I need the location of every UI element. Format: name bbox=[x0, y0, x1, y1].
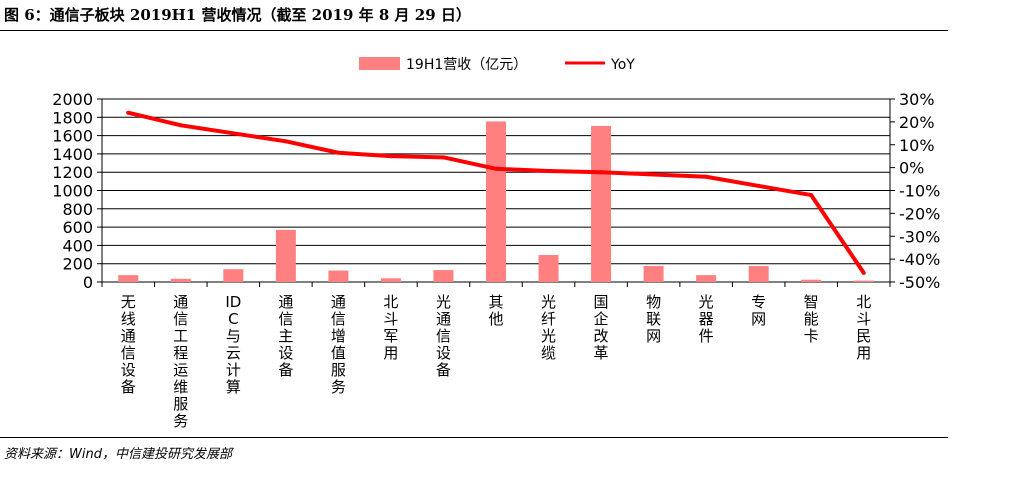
y-left-tick-label: 1800 bbox=[52, 108, 93, 127]
bar bbox=[591, 125, 612, 283]
yoy-point bbox=[178, 123, 183, 128]
x-category-label: 光器件 bbox=[698, 293, 714, 345]
legend-label-yoy: YoY bbox=[610, 57, 635, 73]
yoy-point bbox=[388, 154, 393, 159]
y-right-tick-label: -10% bbox=[899, 182, 940, 201]
yoy-point bbox=[231, 131, 236, 136]
x-category-label: 北斗军用 bbox=[383, 293, 399, 362]
x-category-label: 专网 bbox=[751, 293, 767, 328]
y-left-tick-label: 1600 bbox=[52, 127, 93, 146]
legend-label-revenue: 19H1营收（亿元） bbox=[406, 57, 527, 73]
x-category-label: 光通信设备 bbox=[435, 293, 451, 379]
x-category-label: 通信主设备 bbox=[278, 293, 294, 379]
y-left-tick-label: 2000 bbox=[52, 90, 93, 109]
yoy-point bbox=[756, 183, 761, 188]
y-right-tick-label: 0% bbox=[899, 159, 924, 178]
bar bbox=[538, 255, 559, 282]
x-category-label: 智能卡 bbox=[803, 293, 819, 345]
bar bbox=[118, 275, 139, 282]
bar bbox=[643, 265, 664, 282]
y-left-tick-label: 400 bbox=[62, 236, 93, 255]
bar bbox=[801, 279, 822, 282]
yoy-point bbox=[651, 172, 656, 177]
x-category-label: 通信增值服务 bbox=[330, 293, 346, 396]
bar bbox=[170, 278, 191, 282]
bar bbox=[275, 229, 296, 282]
x-category-label: IDC与云计算 bbox=[225, 293, 242, 396]
yoy-point bbox=[494, 166, 498, 171]
y-right-tick-label: 30% bbox=[899, 90, 935, 109]
y-right-tick-label: -50% bbox=[899, 273, 940, 292]
bar bbox=[486, 121, 506, 282]
y-left-tick-label: 0 bbox=[83, 273, 93, 292]
bar bbox=[328, 270, 349, 282]
y-left-tick-label: 600 bbox=[62, 218, 93, 237]
y-left-tick-label: 1200 bbox=[52, 163, 93, 182]
x-category-label: 其他 bbox=[488, 293, 504, 328]
x-category-label: 北斗民用 bbox=[856, 293, 872, 362]
bar bbox=[380, 278, 401, 282]
figure-title: 图 6：通信子板块 2019H1 营收情况（截至 2019 年 8 月 29 日… bbox=[4, 6, 471, 24]
yoy-point bbox=[704, 174, 709, 179]
top-rule bbox=[0, 30, 948, 31]
yoy-point bbox=[336, 150, 341, 155]
y-left-tick-label: 1400 bbox=[52, 145, 93, 164]
x-category-label: 国企改革 bbox=[593, 293, 609, 362]
bar bbox=[696, 275, 717, 282]
x-category-label: 无线通信设备 bbox=[120, 293, 136, 396]
y-right-tick-label: -40% bbox=[899, 250, 940, 269]
y-right-tick-label: -20% bbox=[899, 204, 940, 223]
bar bbox=[748, 265, 769, 282]
yoy-point bbox=[283, 139, 288, 144]
source-note: 资料来源：Wind，中信建投研究发展部 bbox=[4, 447, 232, 462]
legend-swatch-revenue bbox=[359, 57, 400, 70]
yoy-point bbox=[599, 170, 604, 175]
yoy-point bbox=[861, 270, 866, 275]
yoy-point bbox=[441, 155, 446, 160]
yoy-point bbox=[809, 193, 814, 198]
bottom-rule bbox=[0, 437, 948, 438]
y-left-tick-label: 200 bbox=[62, 255, 93, 274]
x-category-label: 物联网 bbox=[646, 293, 662, 345]
bar bbox=[853, 280, 874, 282]
y-right-tick-label: -30% bbox=[899, 227, 940, 246]
x-category-label: 光纤光缆 bbox=[541, 293, 557, 362]
x-category-label: 通信工程运维服务 bbox=[173, 293, 189, 430]
y-right-tick-label: 20% bbox=[899, 113, 935, 132]
bar bbox=[433, 270, 454, 282]
y-left-tick-label: 1000 bbox=[52, 182, 93, 201]
yoy-point bbox=[546, 169, 551, 174]
y-right-tick-label: 10% bbox=[899, 136, 935, 155]
bar bbox=[223, 269, 244, 282]
yoy-point bbox=[126, 110, 131, 115]
y-left-tick-label: 800 bbox=[62, 200, 93, 219]
